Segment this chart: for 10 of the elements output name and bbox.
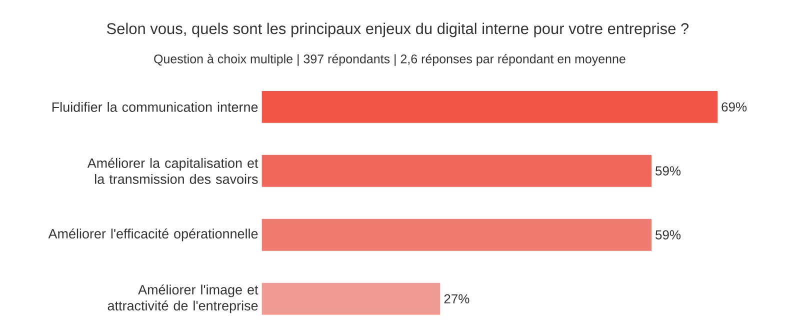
chart-subtitle: Question à choix multiple | 397 répondants | 2,6 réponses par répondant en moyenne	[154, 54, 626, 66]
y-tick-label: Améliorer l'image et attractivité de l'entreprise	[108, 284, 258, 314]
y-tick-label: Améliorer la capitalisation et la transmission des savoirs	[87, 158, 258, 184]
data-label: 69%	[722, 102, 747, 112]
data-label: 27%	[444, 294, 470, 304]
y-tick-label: Fluidifier la communication interne	[52, 102, 258, 112]
data-label: 59%	[656, 230, 681, 240]
chart-title: Selon vous, quels sont les principaux enjeux du digital interne pour votre entreprise ?	[106, 22, 689, 38]
data-label: 59%	[656, 166, 681, 176]
y-tick-label: Améliorer l'efficacité opérationnelle	[48, 228, 258, 242]
